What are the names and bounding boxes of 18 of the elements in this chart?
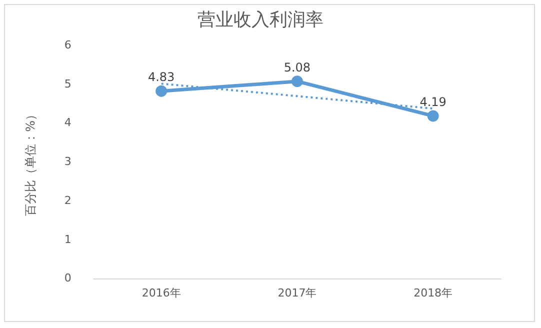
point bbox=[291, 76, 303, 88]
x-tick-label: 2016年 bbox=[142, 286, 181, 300]
data-label: 4.19 bbox=[420, 95, 446, 110]
y-tick-label: 6 bbox=[64, 38, 72, 52]
y-tick-label: 0 bbox=[64, 272, 72, 285]
x-tick-label: 2018年 bbox=[414, 286, 453, 300]
y-tick-label: 1 bbox=[64, 232, 72, 246]
data-label: 4.83 bbox=[148, 70, 175, 84]
x-tick-label: 2017年 bbox=[278, 286, 317, 300]
data-label: 5.08 bbox=[284, 60, 311, 74]
y-tick-label: 2 bbox=[64, 194, 72, 207]
y-tick-label: 5 bbox=[64, 77, 72, 90]
chart-title: 营业收入利润率 bbox=[198, 9, 324, 30]
y-tick-label: 3 bbox=[64, 155, 72, 168]
point bbox=[427, 110, 439, 122]
y-tick-label: 4 bbox=[64, 116, 72, 130]
point bbox=[156, 85, 168, 97]
y-axis-title: 百分比（单位：%） bbox=[23, 108, 38, 216]
